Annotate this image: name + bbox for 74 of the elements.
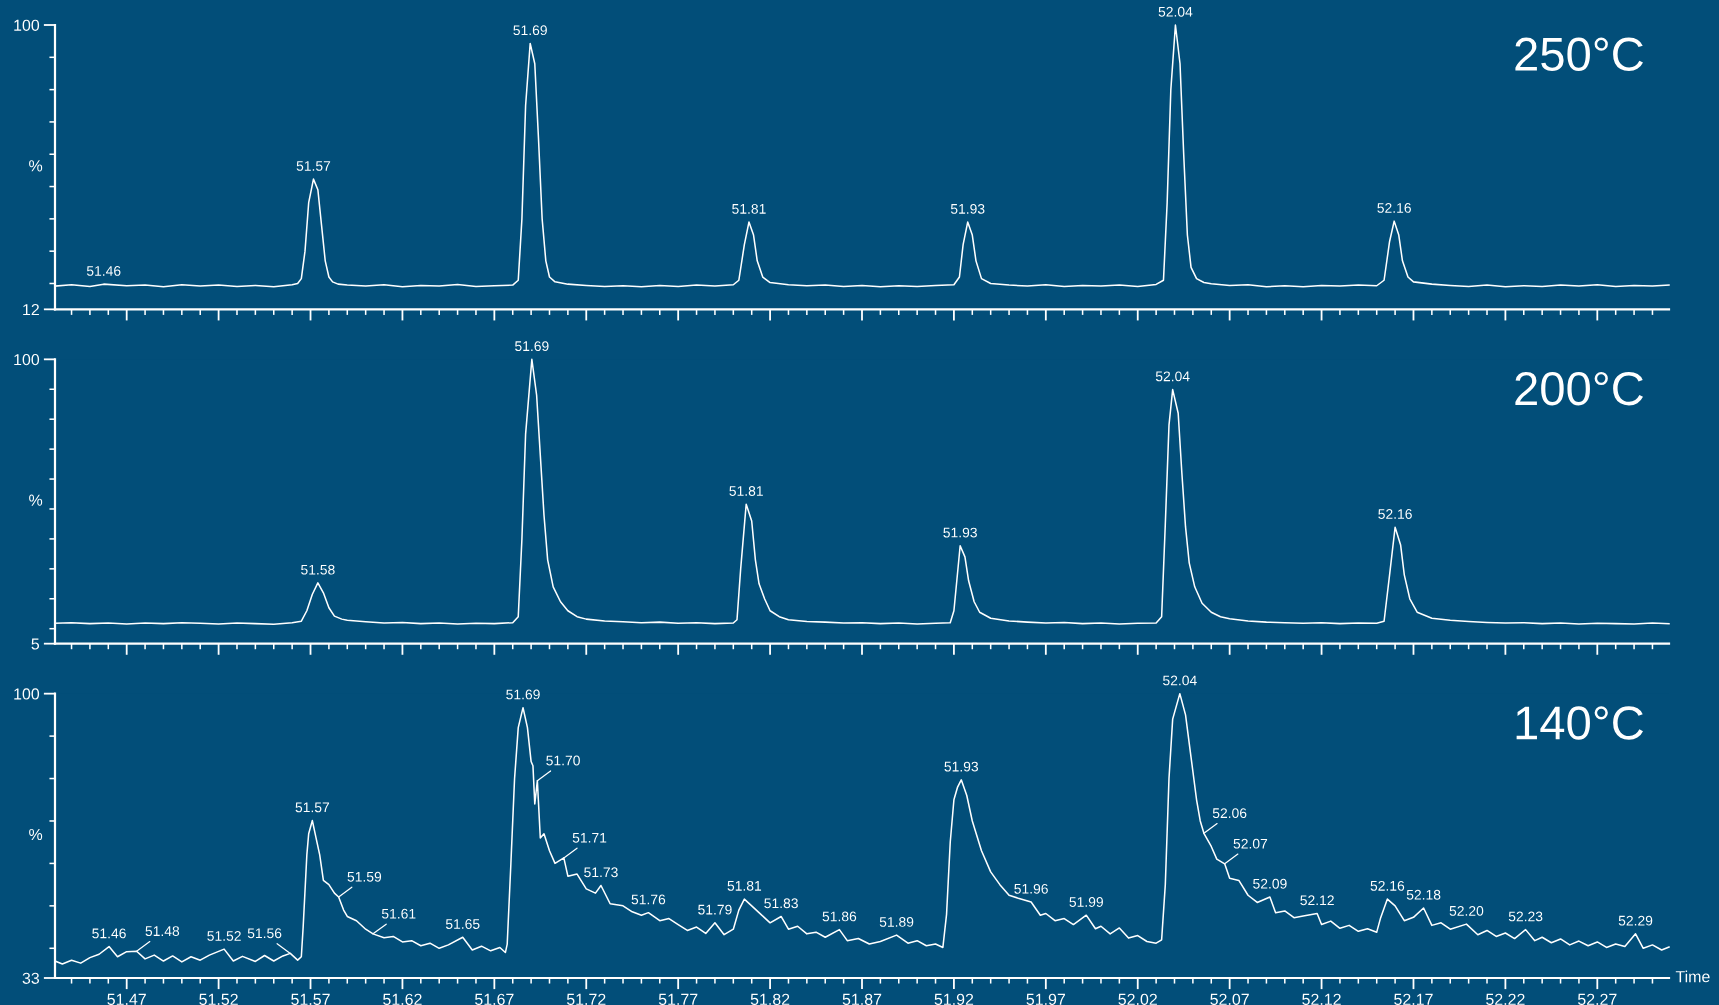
annotation: 51.93 bbox=[950, 203, 985, 214]
x-tick-label: 51.87 bbox=[842, 993, 882, 1005]
annotation: 51.65 bbox=[445, 919, 480, 929]
x-tick-label: 52.07 bbox=[1210, 993, 1249, 1005]
chart-title: 140°C bbox=[1516, 706, 1643, 740]
x-tick-label: 51.77 bbox=[658, 993, 698, 1005]
annotation: 51.96 bbox=[1014, 883, 1048, 894]
x-tick-label: 51.72 bbox=[566, 993, 606, 1005]
annotation: 51.81 bbox=[729, 486, 763, 496]
annotation: 51.57 bbox=[295, 802, 330, 813]
annotation: 51.69 bbox=[515, 341, 549, 352]
annotation: 52.12 bbox=[1300, 895, 1334, 906]
annotation: 52.09 bbox=[1253, 878, 1287, 889]
chart-title: 200°C bbox=[1515, 371, 1643, 406]
x-tick-label: 52.27 bbox=[1577, 993, 1617, 1005]
y-axis-title: % bbox=[29, 160, 43, 172]
annotation: 51.71 bbox=[572, 832, 607, 843]
y-tick-label: 100 bbox=[14, 353, 40, 366]
x-tick-label: 52.22 bbox=[1486, 993, 1525, 1005]
x-tick-label: 51.82 bbox=[750, 993, 790, 1005]
annotation: 52.04 bbox=[1155, 371, 1190, 382]
annotation: 51.57 bbox=[296, 161, 331, 171]
annotation: 52.07 bbox=[1233, 838, 1268, 849]
annotation: 51.48 bbox=[145, 926, 180, 937]
y-tick-label: 100 bbox=[14, 19, 40, 31]
x-tick-label: 51.67 bbox=[475, 993, 514, 1005]
x-tick-label: 51.62 bbox=[383, 993, 422, 1005]
annotation: 51.79 bbox=[698, 904, 732, 915]
annotation: 51.69 bbox=[513, 25, 547, 36]
annotation: 52.23 bbox=[1508, 911, 1543, 922]
annotation: 52.06 bbox=[1212, 808, 1247, 819]
y-axis-title: % bbox=[29, 494, 43, 506]
y-tick-label: 33 bbox=[22, 972, 40, 984]
y-tick-label: 5 bbox=[31, 638, 40, 650]
y-tick-label: 100 bbox=[14, 688, 40, 700]
x-tick-label: 51.92 bbox=[934, 993, 974, 1005]
annotation: 51.93 bbox=[944, 761, 979, 772]
annotation: 52.16 bbox=[1378, 509, 1412, 519]
annotation: 51.69 bbox=[506, 689, 540, 700]
annotation: 51.93 bbox=[943, 527, 977, 538]
x-axis-title: Time bbox=[1675, 970, 1710, 983]
annotation: 51.46 bbox=[86, 266, 121, 276]
annotation: 51.81 bbox=[727, 880, 762, 891]
annotation: 51.61 bbox=[381, 908, 416, 919]
annotation: 51.86 bbox=[822, 911, 857, 922]
x-tick-label: 52.12 bbox=[1302, 993, 1341, 1005]
x-tick-label: 51.57 bbox=[291, 993, 330, 1005]
annotation: 52.16 bbox=[1370, 880, 1405, 891]
x-tick-label: 51.47 bbox=[107, 993, 146, 1005]
annotation: 51.81 bbox=[732, 203, 766, 214]
chart-title: 250°C bbox=[1515, 37, 1643, 72]
x-tick-label: 51.97 bbox=[1026, 993, 1066, 1005]
annotation: 51.56 bbox=[247, 928, 282, 939]
annotation: 52.04 bbox=[1163, 675, 1197, 686]
annotation: 51.70 bbox=[546, 755, 580, 766]
x-tick-label: 52.17 bbox=[1394, 993, 1433, 1005]
annotation: 52.29 bbox=[1618, 915, 1653, 926]
annotation: 52.16 bbox=[1377, 202, 1411, 213]
annotation: 51.52 bbox=[207, 931, 241, 941]
annotation: 51.83 bbox=[764, 898, 798, 909]
annotation: 51.58 bbox=[301, 564, 335, 575]
annotation: 51.59 bbox=[347, 871, 382, 882]
y-axis-title: % bbox=[29, 828, 43, 841]
annotation: 51.46 bbox=[92, 928, 126, 939]
annotation: 51.76 bbox=[631, 894, 666, 905]
annotation: 51.73 bbox=[584, 867, 618, 878]
annotation: 51.89 bbox=[879, 917, 914, 927]
annotation: 52.18 bbox=[1406, 889, 1441, 900]
annotation: 52.04 bbox=[1158, 6, 1193, 17]
x-tick-label: 51.52 bbox=[199, 993, 238, 1005]
x-tick-label: 52.02 bbox=[1118, 993, 1157, 1005]
annotation: 52.20 bbox=[1449, 905, 1484, 916]
y-tick-label: 12 bbox=[23, 303, 39, 316]
annotation: 51.99 bbox=[1069, 897, 1103, 907]
